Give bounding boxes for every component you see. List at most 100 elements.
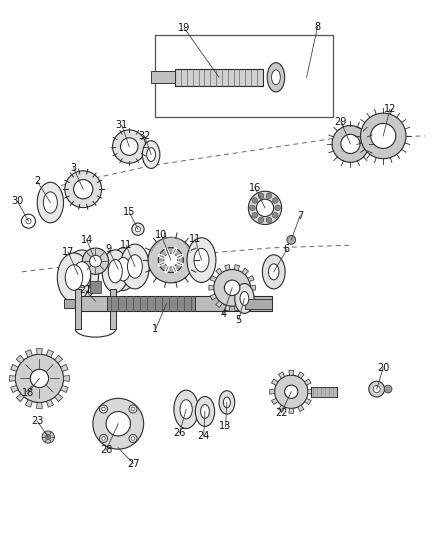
Text: 27: 27 [127,459,140,469]
Polygon shape [272,379,278,385]
Ellipse shape [65,250,99,299]
Circle shape [266,217,272,223]
Ellipse shape [223,397,230,408]
Text: 22: 22 [275,408,287,418]
Circle shape [371,123,396,149]
Text: 13: 13 [219,422,232,431]
Circle shape [102,437,105,440]
Polygon shape [234,305,240,311]
Text: 30: 30 [11,197,24,206]
Circle shape [132,223,144,236]
Polygon shape [25,400,32,407]
Circle shape [21,214,35,228]
Bar [311,387,337,397]
Ellipse shape [194,248,209,272]
Polygon shape [11,365,18,372]
Circle shape [332,125,369,163]
Circle shape [360,113,406,159]
Polygon shape [210,276,216,281]
Circle shape [131,407,135,411]
Polygon shape [25,350,32,357]
Text: 20: 20 [377,363,389,373]
Circle shape [120,138,138,155]
Circle shape [15,354,64,402]
Polygon shape [234,264,240,270]
Bar [81,296,272,311]
Bar [107,296,195,311]
Text: 19: 19 [178,23,190,33]
Polygon shape [36,349,42,354]
Circle shape [158,247,184,273]
Text: 7: 7 [297,211,303,221]
Circle shape [74,180,93,199]
Circle shape [99,434,108,442]
Polygon shape [61,365,68,372]
Polygon shape [46,350,53,357]
Text: 6: 6 [284,245,290,254]
Circle shape [129,434,137,442]
Circle shape [106,411,131,436]
Circle shape [275,375,308,408]
Text: 10: 10 [155,230,167,239]
Text: 17: 17 [62,247,74,256]
Circle shape [272,198,278,203]
Ellipse shape [147,148,155,161]
Circle shape [258,217,264,223]
Polygon shape [209,286,214,290]
Text: 9: 9 [106,245,112,254]
Polygon shape [216,301,222,308]
Ellipse shape [235,284,254,313]
Ellipse shape [142,141,160,168]
Text: 24: 24 [198,431,210,441]
Bar [175,69,263,86]
Circle shape [256,199,274,216]
Circle shape [252,198,258,203]
Polygon shape [64,376,69,381]
Bar [151,71,175,83]
Ellipse shape [262,255,285,289]
Circle shape [30,369,49,387]
Text: 12: 12 [384,104,396,114]
Polygon shape [279,372,285,378]
Circle shape [214,269,251,306]
Text: 5: 5 [236,315,242,325]
Text: 11: 11 [120,240,132,250]
Text: 23: 23 [31,416,43,426]
Text: 14: 14 [81,235,93,245]
Circle shape [248,191,282,224]
Text: 28: 28 [100,446,112,455]
Polygon shape [289,370,293,375]
Polygon shape [305,379,311,385]
Polygon shape [305,399,311,405]
Ellipse shape [195,397,215,426]
Ellipse shape [240,292,249,305]
Circle shape [287,236,296,244]
Circle shape [89,255,101,267]
Text: 21: 21 [79,286,92,295]
Ellipse shape [57,253,91,302]
Bar [245,298,272,309]
Circle shape [373,385,380,393]
Ellipse shape [65,265,83,290]
Circle shape [65,171,102,208]
Circle shape [99,405,108,413]
Circle shape [369,381,385,397]
Bar [64,300,81,308]
Ellipse shape [201,405,209,418]
Polygon shape [225,264,230,270]
Circle shape [26,219,31,224]
Polygon shape [242,301,248,308]
Ellipse shape [102,250,128,293]
Polygon shape [61,385,68,392]
Circle shape [252,213,258,218]
Circle shape [275,205,280,211]
Text: 15: 15 [123,207,135,217]
Polygon shape [36,402,42,408]
Text: 29: 29 [335,117,347,126]
Polygon shape [251,286,255,290]
Polygon shape [11,385,18,392]
Circle shape [93,398,144,449]
Ellipse shape [116,257,130,281]
Text: 16: 16 [249,183,261,192]
Circle shape [113,130,146,163]
